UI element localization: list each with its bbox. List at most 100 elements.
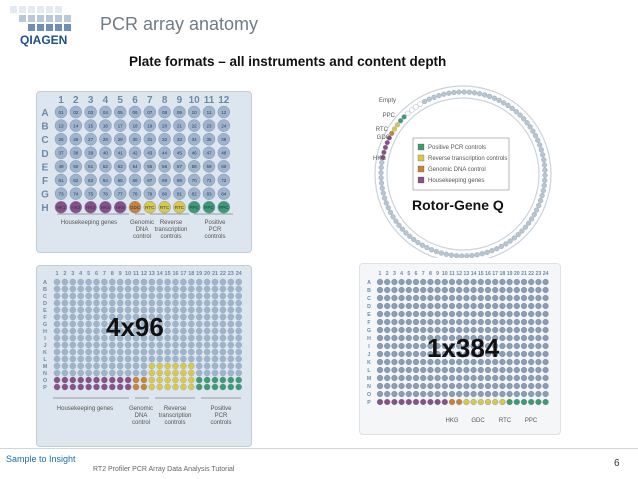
well: [148, 348, 156, 356]
well: [85, 376, 92, 384]
well: [520, 334, 528, 342]
well: [61, 313, 69, 321]
ring-well: [382, 144, 389, 151]
well: [398, 310, 405, 318]
well: [528, 374, 535, 382]
ring-well: [517, 112, 523, 118]
well: [140, 362, 148, 370]
well: [470, 382, 477, 390]
well: [173, 160, 186, 173]
well: [405, 278, 412, 286]
well: [398, 374, 405, 382]
well-label: 25: [58, 137, 64, 142]
well: [77, 376, 84, 384]
well: [456, 374, 463, 382]
well: [69, 348, 77, 356]
ring-well: [541, 162, 548, 168]
well: [528, 326, 535, 334]
well: [203, 383, 211, 391]
well: [132, 376, 140, 384]
page-number: 6: [614, 458, 620, 469]
well: [69, 187, 83, 200]
footer-divider: [0, 448, 638, 449]
well: [542, 390, 549, 398]
well: [116, 299, 124, 307]
well-label: 22: [192, 123, 198, 128]
well: [93, 369, 100, 377]
well: [470, 350, 477, 358]
well: [398, 390, 405, 398]
well: [109, 369, 116, 377]
ring-well: [381, 149, 387, 155]
well: [128, 173, 142, 187]
well: [164, 285, 171, 293]
well: [140, 334, 148, 342]
well: [113, 173, 127, 187]
well: [398, 358, 405, 366]
well: [535, 302, 542, 310]
ring-well: [415, 239, 421, 246]
ring-inner: [386, 97, 540, 251]
well: [93, 299, 100, 307]
well: [53, 369, 61, 377]
well: [492, 294, 499, 302]
well: [203, 299, 211, 307]
well: [69, 327, 77, 335]
well: [85, 285, 92, 293]
ring-well: [378, 175, 384, 181]
well: [99, 119, 112, 132]
well: [53, 299, 61, 307]
well: [405, 382, 412, 390]
well: [128, 132, 142, 146]
well: [513, 310, 520, 318]
well: [235, 299, 242, 307]
column-header: 22: [220, 271, 226, 277]
well: [376, 326, 384, 334]
well: [140, 292, 148, 300]
well: [470, 374, 477, 382]
plate4x96-caption-3-1: PCR: [215, 413, 228, 419]
well: [506, 286, 513, 294]
well: [140, 313, 148, 321]
well: [484, 350, 492, 358]
well: [376, 390, 384, 398]
column-header: 2: [386, 271, 389, 277]
well: [164, 327, 171, 335]
ring-well: [378, 170, 384, 176]
column-header: 3: [393, 271, 396, 277]
well: [219, 320, 227, 328]
well: [188, 278, 195, 286]
well: [427, 326, 434, 334]
well: [528, 342, 535, 350]
row-header: B: [367, 288, 371, 294]
row-header: O: [367, 392, 371, 398]
well: [434, 358, 441, 366]
well: [132, 334, 140, 342]
well: [219, 376, 227, 384]
well: [520, 302, 528, 310]
well: [85, 320, 92, 328]
ring-well: [522, 224, 528, 230]
well: [187, 132, 201, 146]
well: [164, 369, 171, 377]
well: [211, 285, 219, 293]
ring-well: [477, 91, 483, 97]
well: [116, 362, 124, 370]
row-header: P: [367, 400, 371, 406]
well: [156, 383, 163, 391]
well: [492, 334, 499, 342]
well: [164, 376, 171, 384]
well: [384, 374, 391, 382]
well: [164, 355, 171, 363]
well: [109, 292, 116, 300]
well: [484, 318, 492, 326]
well: [180, 313, 187, 321]
well: [132, 313, 140, 321]
well: [441, 374, 448, 382]
well-label: 82: [192, 191, 198, 196]
well: [172, 369, 179, 377]
legend-text: Genomic DNA control: [428, 167, 486, 173]
well: [187, 119, 201, 132]
well: [420, 334, 427, 342]
row-header: L: [367, 368, 371, 374]
